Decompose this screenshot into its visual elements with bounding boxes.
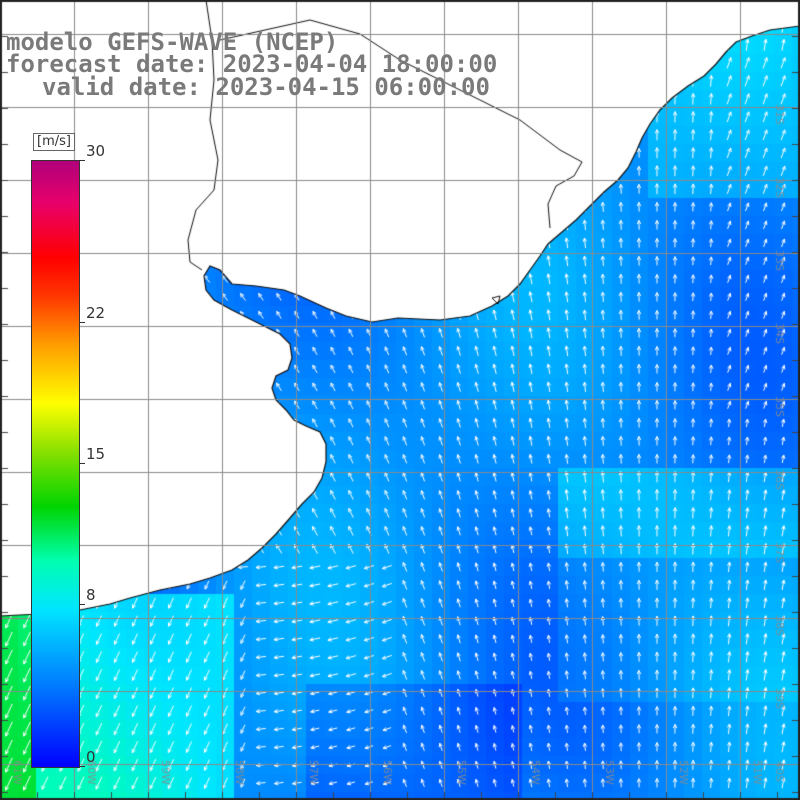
model-title: modelo GEFS-WAVE (NCEP) (6, 28, 339, 56)
colorbar-tick-mark (79, 463, 85, 464)
colorbar-tick-mark (79, 160, 85, 161)
colorbar-tick-label: 8 (86, 586, 96, 605)
colorbar-tick-mark (79, 604, 85, 606)
colorbar-tick-label: 15 (86, 445, 106, 463)
colorbar-tick-label: 0 (86, 748, 96, 766)
colorbar-tick-label: 30 (86, 142, 106, 160)
colorbar-tick-mark (79, 766, 85, 767)
colorbar-tick-label: 22 (86, 303, 106, 322)
colorbar (31, 160, 80, 768)
forecast-date: forecast date: 2023-04-04 18:00:00 (6, 50, 498, 78)
colorbar-unit: [m/s] (33, 133, 75, 151)
valid-date: valid date: 2023-04-15 06:00:00 (42, 73, 490, 101)
colorbar-tick-mark (79, 321, 85, 323)
